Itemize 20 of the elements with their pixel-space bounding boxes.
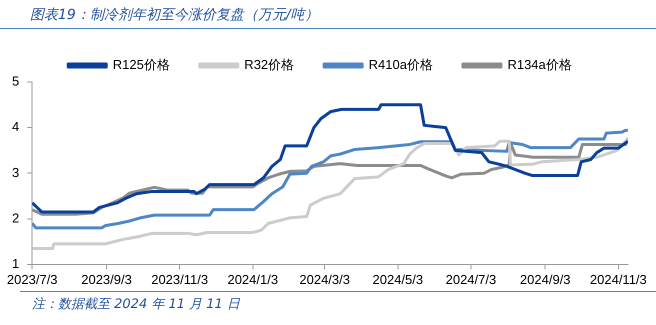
y-tick-label: 4: [12, 119, 20, 134]
y-tick-label: 2: [12, 210, 20, 226]
x-tick-label: 2024/7/3: [446, 272, 496, 287]
text: 注：数据截至 2024 年 11 月 11 日: [32, 297, 240, 312]
x-tick-label: 2023/7/3: [6, 272, 58, 287]
legend-label: R32价格: [244, 57, 294, 72]
y-tick-label: 3: [12, 164, 20, 180]
x-tick-label: 2024/5/3: [372, 272, 424, 287]
x-tick-label: 2024/1/3: [227, 272, 278, 287]
x-tick-label: 2023/9/3: [81, 272, 132, 287]
y-tick-label: 5: [12, 74, 20, 89]
legend-label: R134a价格: [507, 57, 572, 72]
legend-label: R125价格: [112, 57, 170, 72]
x-tick-label: 2023/11/3: [151, 272, 208, 287]
y-tick-label: 1: [12, 256, 20, 271]
x-tick-label: 2024/9/3: [520, 272, 571, 287]
x-tick-label: 2024/11/3: [590, 272, 647, 287]
x-tick-label: 2024/3/3: [299, 272, 350, 287]
legend-label: R410a价格: [368, 57, 433, 72]
chart-title: 图表19：制冷剂年初至今涨价复盘（万元/吨）: [0, 0, 656, 29]
